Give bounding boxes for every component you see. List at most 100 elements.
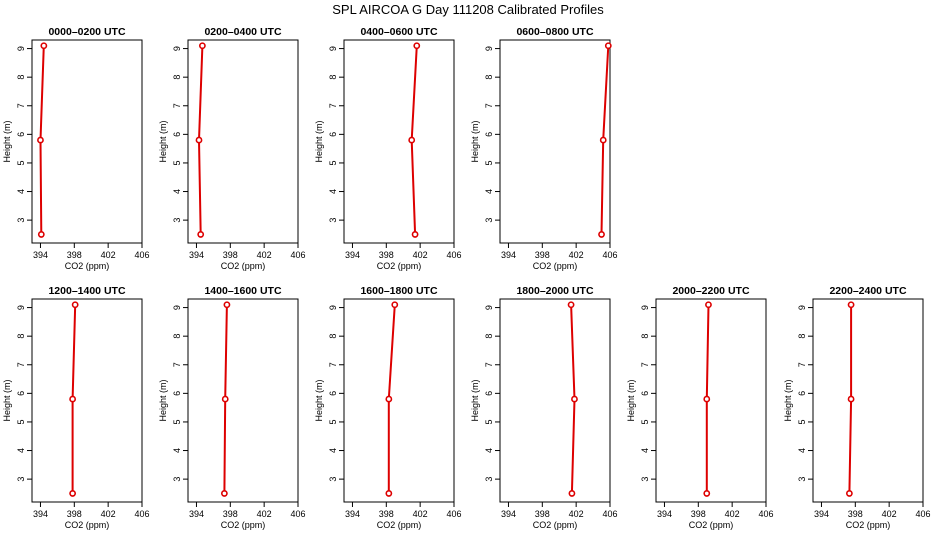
plot-frame	[187, 39, 299, 244]
y-tick-label: 3	[797, 477, 807, 482]
y-tick-label: 6	[640, 391, 650, 396]
data-point	[391, 301, 399, 309]
panel-title: 0000–0200 UTC	[48, 26, 125, 38]
data-point	[197, 231, 205, 238]
y-axis-label: Height (m)	[626, 379, 636, 421]
x-tick-label: 398	[379, 509, 394, 519]
data-point	[385, 490, 393, 497]
x-axis-label: CO2 (ppm)	[846, 520, 891, 530]
y-tick-label: 8	[484, 334, 494, 339]
chart-panel-5: 1200–1400 UTC 394 398 402 406 CO2 (ppm) 3 4 5 6 7 8…	[2, 285, 150, 530]
data-point	[571, 395, 578, 403]
y-tick-label: 8	[484, 75, 494, 80]
y-tick-label: 7	[172, 362, 182, 367]
data-point	[195, 136, 203, 144]
x-tick-label: 394	[501, 250, 516, 260]
panel-title: 2200–2400 UTC	[829, 285, 906, 297]
x-tick-label: 406	[602, 509, 617, 519]
y-tick-label: 5	[640, 419, 650, 424]
y-tick-label: 7	[16, 362, 26, 367]
y-tick-label: 5	[16, 419, 26, 424]
panel-title: 1400–1600 UTC	[204, 285, 281, 297]
plot-frame	[655, 298, 767, 503]
x-tick-label: 398	[535, 250, 550, 260]
y-tick-label: 3	[484, 218, 494, 223]
x-axis-label: CO2 (ppm)	[221, 261, 266, 271]
data-point	[385, 395, 393, 403]
y-tick-label: 9	[797, 305, 807, 310]
y-tick-label: 5	[797, 419, 807, 424]
chart-panel-2: 0200–0400 UTC 394 398 402 406 CO2 (ppm) 3 4 5 6 7 8…	[158, 26, 306, 271]
x-tick-label: 394	[189, 509, 204, 519]
y-tick-label: 7	[328, 362, 338, 367]
y-tick-label: 9	[484, 46, 494, 51]
data-point	[845, 490, 853, 497]
data-point	[69, 395, 77, 403]
y-tick-label: 9	[16, 46, 26, 51]
x-tick-label: 394	[189, 250, 204, 260]
y-tick-label: 3	[484, 477, 494, 482]
panel-title: 2000–2200 UTC	[672, 285, 749, 297]
data-point	[847, 301, 855, 309]
y-tick-label: 4	[172, 189, 182, 194]
plot-frame	[499, 39, 611, 244]
y-tick-label: 8	[328, 334, 338, 339]
data-point	[567, 301, 575, 309]
x-tick-label: 402	[882, 509, 897, 519]
x-tick-label: 406	[290, 250, 305, 260]
y-tick-label: 8	[172, 75, 182, 80]
plot-frame	[499, 298, 611, 503]
y-axis-label: Height (m)	[314, 379, 324, 421]
plot-frame	[343, 298, 455, 503]
x-tick-label: 398	[223, 509, 238, 519]
data-point	[703, 490, 711, 497]
y-tick-label: 7	[484, 362, 494, 367]
y-axis-label: Height (m)	[783, 379, 793, 421]
panel-title: 1600–1800 UTC	[360, 285, 437, 297]
y-tick-label: 8	[172, 334, 182, 339]
panel-title: 0400–0600 UTC	[360, 26, 437, 38]
x-tick-label: 398	[67, 250, 82, 260]
x-tick-label: 402	[569, 509, 584, 519]
y-tick-label: 7	[172, 103, 182, 108]
y-tick-label: 8	[640, 334, 650, 339]
data-point	[705, 301, 712, 309]
y-tick-label: 3	[640, 477, 650, 482]
y-axis-label: Height (m)	[470, 379, 480, 421]
data-point	[198, 42, 206, 50]
x-axis-label: CO2 (ppm)	[377, 261, 422, 271]
y-tick-label: 3	[16, 477, 26, 482]
data-point	[40, 42, 48, 50]
x-tick-label: 398	[67, 509, 82, 519]
plot-frame	[187, 298, 299, 503]
x-tick-label: 394	[657, 509, 672, 519]
y-tick-label: 6	[797, 391, 807, 396]
x-tick-label: 398	[379, 250, 394, 260]
data-point	[223, 301, 231, 309]
y-tick-label: 4	[172, 448, 182, 453]
y-tick-label: 4	[640, 448, 650, 453]
x-tick-label: 394	[33, 509, 48, 519]
data-point	[69, 490, 77, 497]
x-tick-label: 406	[134, 250, 149, 260]
x-tick-label: 402	[725, 509, 740, 519]
data-point	[847, 395, 855, 403]
page-title: SPL AIRCOA G Day 111208 Calibrated Profi…	[332, 2, 604, 17]
y-tick-label: 5	[328, 419, 338, 424]
y-tick-label: 5	[172, 160, 182, 165]
y-axis-label: Height (m)	[2, 379, 12, 421]
chart-panel-7: 1600–1800 UTC 394 398 402 406 CO2 (ppm) 3 4 5 6 7 8…	[314, 285, 462, 530]
data-point	[413, 42, 421, 50]
y-tick-label: 6	[172, 132, 182, 137]
y-axis-label: Height (m)	[314, 120, 324, 162]
data-point	[703, 395, 711, 403]
x-tick-label: 402	[413, 250, 428, 260]
y-tick-label: 9	[328, 46, 338, 51]
y-axis-label: Height (m)	[470, 120, 480, 162]
y-tick-label: 6	[328, 391, 338, 396]
x-tick-label: 406	[290, 509, 305, 519]
x-tick-label: 402	[569, 250, 584, 260]
x-axis-label: CO2 (ppm)	[221, 520, 266, 530]
data-point	[408, 136, 416, 144]
